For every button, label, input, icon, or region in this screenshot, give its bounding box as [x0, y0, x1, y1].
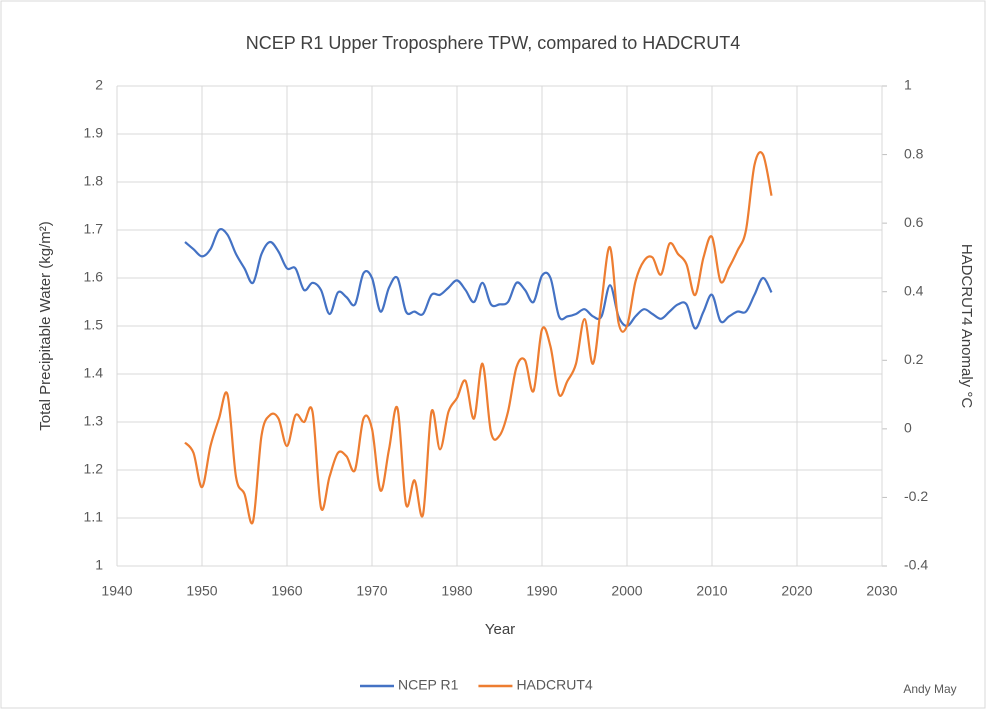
x-tick-label: 1950 [186, 583, 217, 599]
x-tick-label: 1970 [356, 583, 387, 599]
credit: Andy May [903, 682, 956, 696]
y2-tick-label: 1 [904, 77, 912, 93]
legend-label: NCEP R1 [398, 677, 459, 693]
y2-tick-label: 0.8 [904, 145, 924, 161]
y-tick-label: 2 [95, 77, 103, 93]
y-tick-label: 1.8 [84, 173, 104, 189]
x-tick-label: 2010 [696, 583, 727, 599]
x-axis-label: Year [485, 621, 515, 638]
x-tick-label: 1980 [441, 583, 472, 599]
y-tick-label: 1.9 [84, 125, 104, 141]
y-tick-label: 1.6 [84, 269, 104, 285]
legend-label: HADCRUT4 [516, 677, 592, 693]
y2-tick-label: -0.2 [904, 488, 928, 504]
chart-title: NCEP R1 Upper Troposphere TPW, compared … [246, 33, 741, 53]
y2-tick-label: 0.2 [904, 351, 924, 367]
y-tick-label: 1 [95, 557, 103, 573]
data-line [184, 228, 773, 330]
y-tick-label: 1.5 [84, 317, 104, 333]
x-tick-label: 1990 [526, 583, 557, 599]
x-tick-label: 1940 [101, 583, 132, 599]
x-tick-label: 2020 [781, 583, 812, 599]
y2-axis-label: HADCRUT4 Anomaly °C [958, 244, 975, 409]
y-tick-label: 1.2 [84, 461, 104, 477]
y-tick-label: 1.4 [84, 365, 104, 381]
y2-tick-label: 0.4 [904, 282, 924, 298]
x-tick-label: 2000 [611, 583, 642, 599]
y-tick-label: 1.3 [84, 413, 104, 429]
x-tick-label: 2030 [866, 583, 897, 599]
y-axis-label: Total Precipitable Water (kg/m²) [37, 221, 54, 431]
y-tick-label: 1.1 [84, 509, 104, 525]
y2-tick-label: -0.4 [904, 557, 928, 573]
x-tick-label: 1960 [271, 583, 302, 599]
y2-tick-label: 0.6 [904, 214, 924, 230]
y-tick-label: 1.7 [84, 221, 104, 237]
data-line [184, 151, 773, 525]
y2-tick-label: 0 [904, 420, 912, 436]
